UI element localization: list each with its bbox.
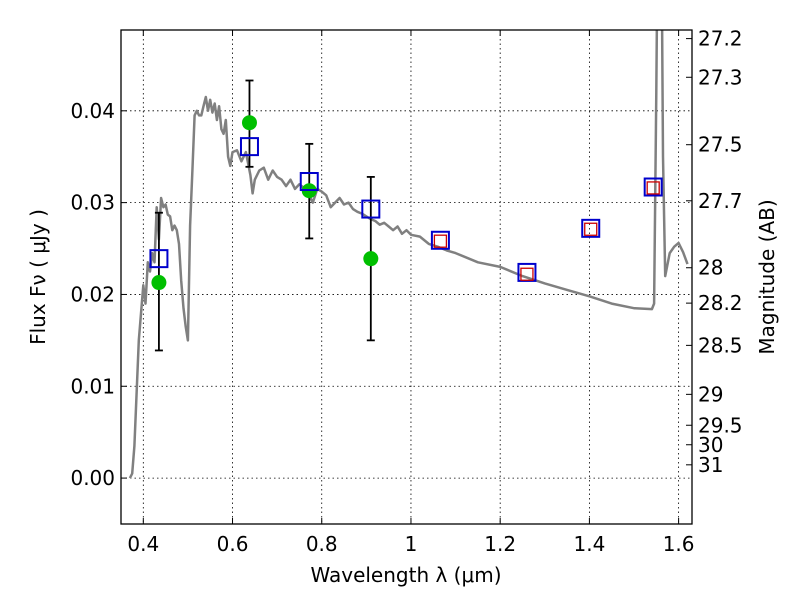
y-tick-label: 0.01 — [70, 374, 115, 398]
predicted-flux-square — [433, 234, 448, 248]
y2-tick-label: 29 — [698, 382, 723, 406]
y2-tick-label: 28 — [698, 256, 723, 280]
model-photometry-square — [299, 172, 319, 192]
x-tick-label: 0.8 — [306, 532, 338, 556]
x-tick-label: 1 — [405, 532, 418, 556]
y2-tick-label: 27.7 — [698, 189, 743, 213]
plot-data — [128, 30, 689, 479]
plot-frame — [120, 29, 693, 525]
predicted-flux-square — [520, 267, 534, 281]
y2-tick-label: 27.3 — [698, 65, 743, 89]
model-photometry-square — [239, 137, 259, 157]
x-tick-label: 1.4 — [573, 532, 605, 556]
observed-point — [241, 115, 257, 131]
observed-point — [151, 275, 167, 291]
predicted-flux-square — [584, 222, 598, 236]
y-tick-label: 0.00 — [70, 466, 115, 490]
model-photometry-square — [430, 230, 450, 250]
y2-axis-title: Magnitude (AB) — [755, 199, 779, 354]
model-photometry-square — [361, 199, 381, 219]
y2-tick-label: 30 — [698, 433, 723, 457]
y2-tick-label: 27.5 — [698, 133, 743, 157]
model-photometry-square — [581, 218, 601, 238]
x-axis-title: Wavelength λ (μm) — [310, 563, 501, 587]
model-photometry-square — [149, 249, 169, 269]
y-tick-label: 0.02 — [70, 282, 115, 306]
y2-tick-label: 29.5 — [698, 413, 743, 437]
observed-point — [363, 251, 379, 267]
y2-tick-label: 28.2 — [698, 291, 743, 315]
y-axis-title: Flux Fν ( μJy ) — [26, 209, 50, 345]
model-spectrum-line — [128, 30, 689, 479]
y2-tick-label: 31 — [698, 453, 723, 477]
y-tick-label: 0.04 — [70, 99, 115, 123]
x-tick-label: 0.4 — [127, 532, 159, 556]
model-photometry-square — [643, 177, 663, 197]
model-photometry-square — [517, 262, 537, 282]
y-tick-label: 0.03 — [70, 191, 115, 215]
y2-tick-label: 27.2 — [698, 27, 743, 51]
x-tick-label: 0.6 — [217, 532, 249, 556]
ticks: 0.4 0.6 0.8 1 1.2 1.4 1.6 0.00 0.01 0.02 0.03 0.04 2… — [70, 27, 742, 556]
predicted-flux-square — [646, 181, 660, 195]
x-tick-label: 1.2 — [484, 532, 516, 556]
x-tick-label: 1.6 — [663, 532, 695, 556]
y2-tick-label: 28.5 — [698, 333, 743, 357]
